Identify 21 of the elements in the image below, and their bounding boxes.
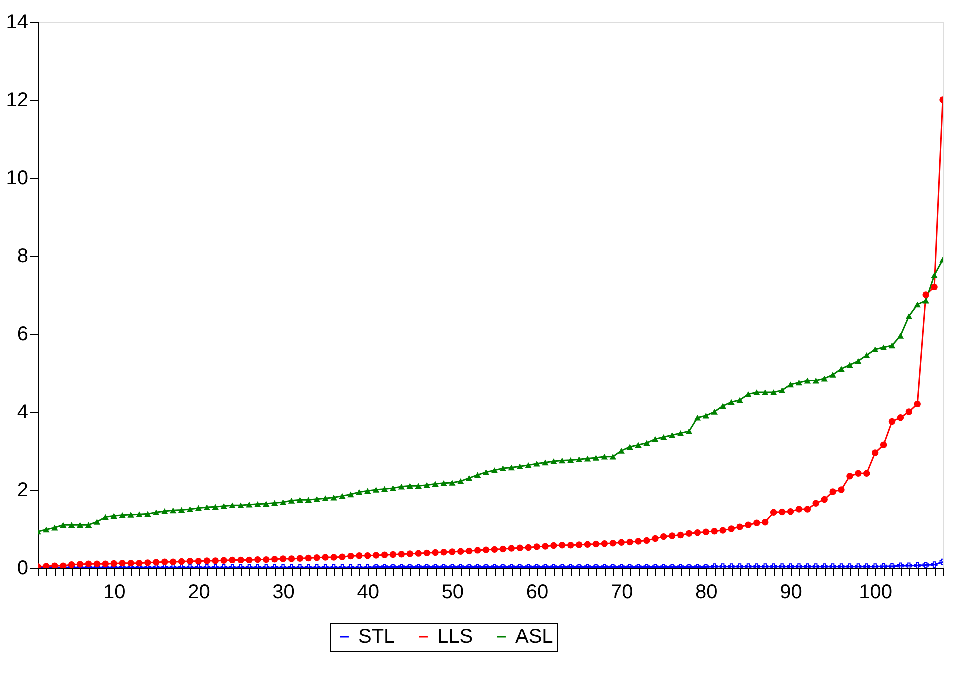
x-tick-label: 90 (780, 582, 802, 604)
y-tick-label: 12 (6, 90, 28, 112)
x-tick-label: 70 (610, 582, 634, 604)
x-tick-label: 10 (103, 582, 126, 604)
x-tick-label: 50 (442, 582, 464, 604)
y-tick-label: 8 (17, 246, 28, 268)
x-tick-label: 80 (696, 582, 718, 604)
x-tick-label: 60 (526, 582, 549, 604)
y-tick-label: 14 (6, 12, 28, 34)
y-tick-label: 0 (17, 558, 28, 580)
y-tick-label: 6 (17, 324, 28, 346)
y-tick-label: 2 (17, 480, 28, 502)
x-tick-label: 40 (357, 582, 380, 604)
x-tick-label: 30 (272, 582, 295, 604)
x-tick-label: 20 (188, 582, 210, 604)
legend-label: STL (358, 626, 396, 648)
legend-label: ASL (516, 626, 554, 648)
x-tick-label: 100 (859, 582, 893, 604)
legend-label: LLS (438, 626, 474, 648)
y-tick-label: 4 (17, 402, 28, 424)
y-tick-label: 10 (6, 168, 28, 190)
